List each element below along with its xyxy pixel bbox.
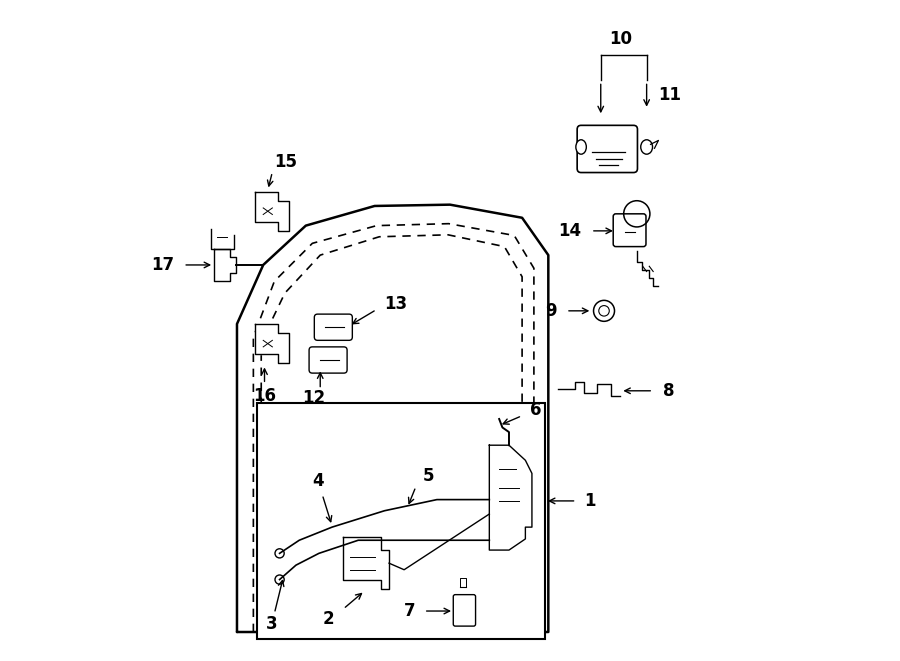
Polygon shape (255, 192, 290, 231)
Text: 8: 8 (663, 382, 674, 400)
FancyBboxPatch shape (309, 347, 347, 373)
Ellipse shape (641, 139, 652, 154)
Text: 4: 4 (311, 472, 323, 490)
Text: 1: 1 (584, 492, 596, 510)
Text: 15: 15 (274, 153, 297, 171)
Text: 13: 13 (384, 295, 408, 313)
Bar (256, 403, 545, 639)
Text: 12: 12 (302, 389, 325, 407)
Text: 3: 3 (266, 615, 277, 633)
Text: 7: 7 (404, 602, 416, 620)
Text: 16: 16 (253, 387, 276, 405)
Text: 6: 6 (530, 401, 542, 420)
Text: 14: 14 (558, 222, 581, 240)
FancyBboxPatch shape (613, 214, 646, 247)
Text: 9: 9 (545, 302, 557, 320)
Polygon shape (214, 249, 236, 282)
Text: 5: 5 (422, 467, 434, 485)
Polygon shape (343, 537, 389, 590)
Polygon shape (490, 446, 532, 550)
Text: 10: 10 (609, 30, 632, 48)
Ellipse shape (576, 139, 586, 154)
FancyBboxPatch shape (314, 314, 352, 340)
Polygon shape (255, 324, 290, 364)
FancyBboxPatch shape (577, 126, 637, 173)
Text: 2: 2 (322, 610, 334, 628)
FancyBboxPatch shape (454, 595, 475, 626)
Text: 17: 17 (151, 256, 175, 274)
Text: 11: 11 (659, 85, 681, 104)
